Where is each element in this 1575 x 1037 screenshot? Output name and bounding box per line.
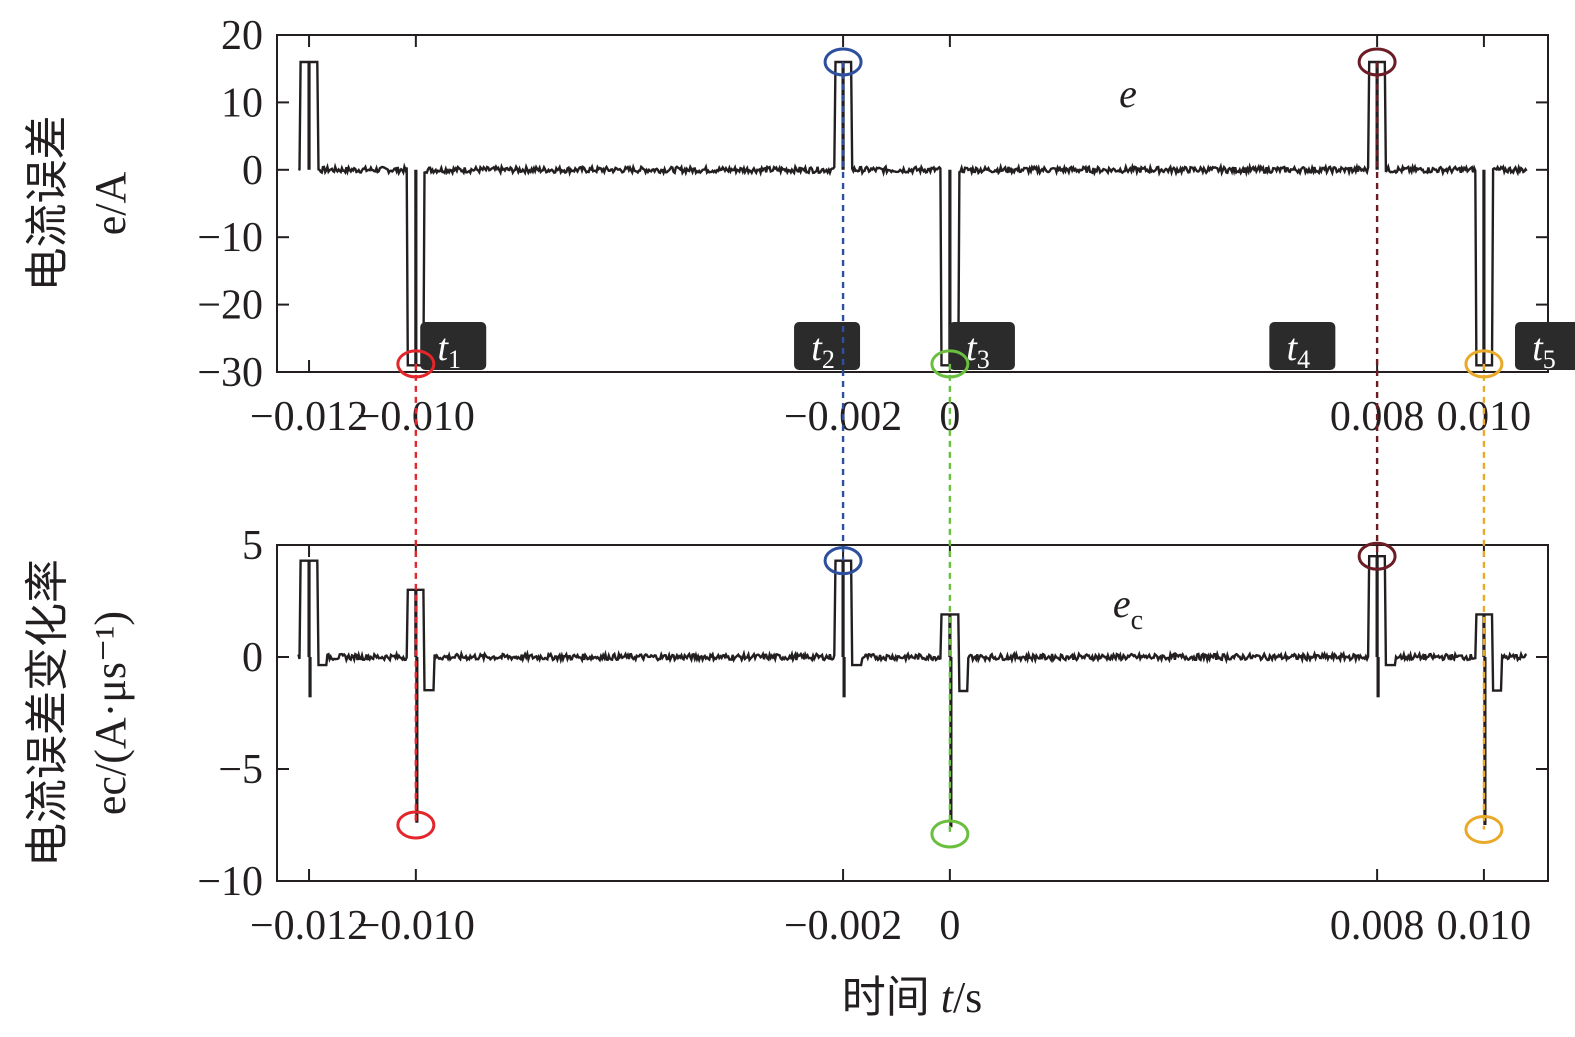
bottom-chart-panel: 5 0 −5 −10−0.012−0.010 −0.002 0 0.008 0.010 电流误差… bbox=[23, 523, 1549, 949]
signal-trace bbox=[297, 60, 1528, 367]
y-tick-label: −30 bbox=[197, 350, 263, 396]
event-circle bbox=[823, 47, 863, 77]
y-tick-label: 20 bbox=[221, 13, 263, 59]
event-circle bbox=[396, 349, 436, 379]
y-axis-label-cn: 电流误差 bbox=[23, 116, 72, 292]
alignment-lines bbox=[414, 61, 1486, 834]
y-tick-label: −5 bbox=[218, 747, 263, 793]
event-circle bbox=[1357, 47, 1397, 77]
y-tick-label: −10 bbox=[197, 215, 263, 261]
signal-trace bbox=[297, 555, 1528, 693]
series-label: e bbox=[1119, 71, 1137, 116]
x-tick-label: 0 bbox=[939, 394, 960, 440]
event-circle bbox=[1464, 814, 1504, 844]
event-circle bbox=[823, 546, 863, 576]
event-circle bbox=[1357, 541, 1397, 571]
x-tick-label: 0 bbox=[939, 903, 960, 949]
x-tick-label: 0.008 bbox=[1330, 903, 1425, 949]
time-marker-box bbox=[1269, 322, 1336, 370]
y-tick-label: 10 bbox=[221, 80, 263, 126]
y-tick-label: −10 bbox=[197, 859, 263, 905]
series-label: ec bbox=[1113, 581, 1143, 636]
x-tick-label: −0.010 bbox=[357, 903, 475, 949]
time-marker-box bbox=[794, 322, 861, 370]
y-tick-label: 5 bbox=[242, 523, 263, 569]
event-circle bbox=[1464, 349, 1504, 379]
plot-frame bbox=[276, 34, 1549, 373]
x-tick-label: 0.010 bbox=[1437, 903, 1532, 949]
plot-frame bbox=[276, 544, 1549, 882]
x-tick-label: −0.012 bbox=[250, 394, 368, 440]
event-circle bbox=[930, 349, 970, 379]
event-circle bbox=[930, 819, 970, 849]
y-tick-label: 0 bbox=[242, 148, 263, 194]
y-tick-label: 0 bbox=[242, 635, 263, 681]
x-axis-label: 时间 t/s bbox=[842, 973, 983, 1022]
time-marker-box bbox=[1515, 322, 1575, 370]
event-circle bbox=[396, 810, 436, 840]
time-marker-box bbox=[420, 322, 487, 370]
y-axis-label-unit: ec/(A·μs⁻¹) bbox=[86, 611, 135, 815]
x-tick-label: −0.012 bbox=[250, 903, 368, 949]
y-axis-label-cn: 电流误差变化率 bbox=[23, 559, 72, 867]
event-circles bbox=[396, 47, 1504, 849]
x-tick-label: −0.002 bbox=[784, 903, 902, 949]
y-axis-label-unit: e/A bbox=[86, 172, 135, 236]
y-tick-label: −20 bbox=[197, 283, 263, 329]
